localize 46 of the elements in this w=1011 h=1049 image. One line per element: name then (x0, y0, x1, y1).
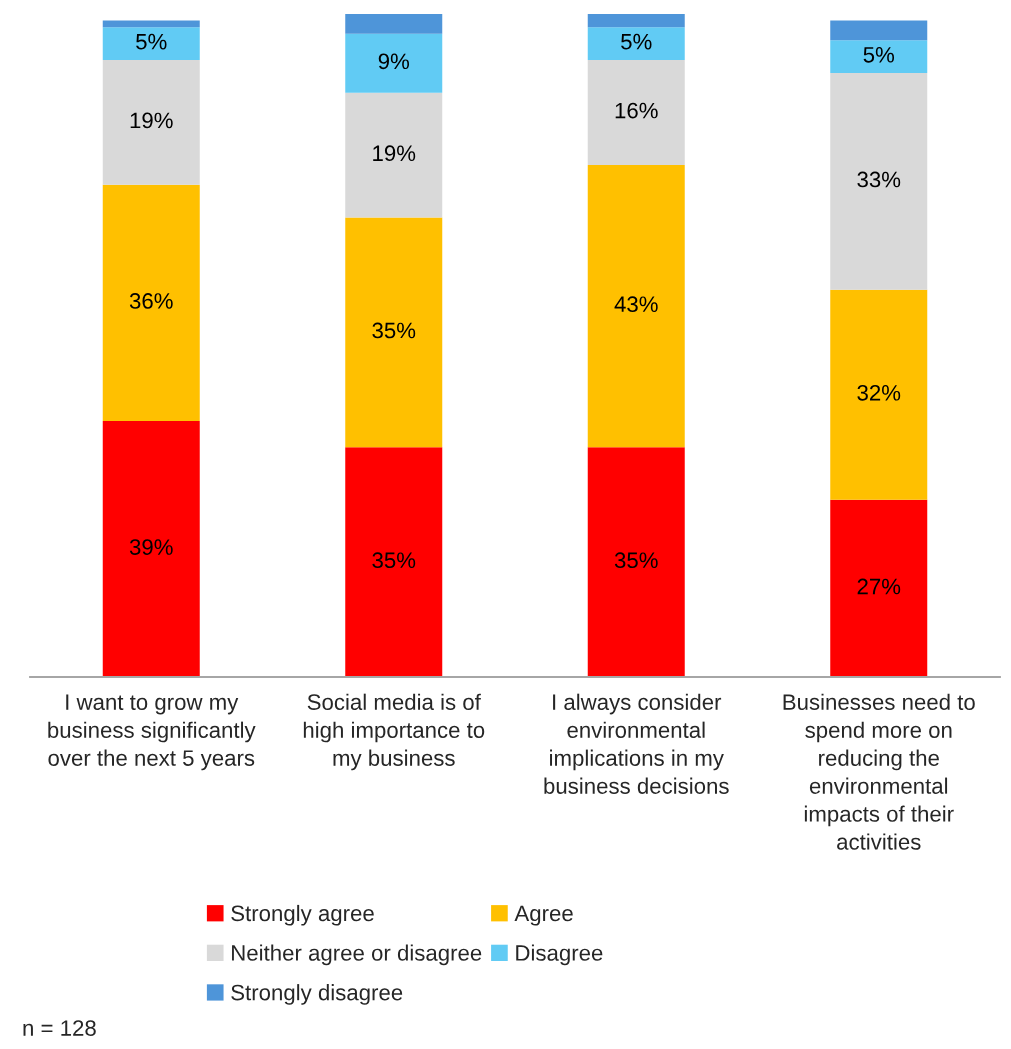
data-label: 9% (378, 53, 410, 70)
bar (830, 40, 928, 74)
legend-label: Neither agree or disagree (232, 944, 482, 966)
x-tick-label: Social media is of high importance to my business (303, 693, 485, 771)
bar (102, 20, 200, 28)
data-label: 35% (372, 552, 416, 569)
bar (830, 289, 928, 500)
data-label: 16% (615, 102, 658, 119)
bar (345, 92, 443, 218)
bar (830, 73, 928, 290)
bar (102, 27, 200, 60)
data-label: 35% (614, 552, 658, 569)
bar (830, 20, 928, 41)
legend-label: Disagree (516, 944, 603, 966)
text: n = 128 (23, 1020, 96, 1036)
bar (345, 447, 443, 677)
data-label: 19% (130, 112, 173, 129)
bar (830, 499, 928, 677)
data-label: 43% (614, 296, 658, 313)
data-label: 32% (857, 384, 901, 401)
data-label: 5% (863, 46, 895, 63)
bar (587, 14, 685, 28)
x-tick-label: I always consider environmental implications in my business decisions (544, 693, 729, 794)
data-label: 33% (857, 171, 901, 188)
bar (102, 59, 200, 185)
bar (345, 217, 443, 448)
data-label: 5% (136, 33, 167, 50)
bar (587, 164, 685, 448)
bar (102, 184, 200, 421)
legend-label: Agree (514, 905, 573, 926)
x-tick-label: I want to grow my business significantly over the next 5 years (48, 694, 256, 771)
data-label: 5% (621, 33, 652, 50)
bar (587, 27, 685, 60)
legend-label: Strongly disagree (231, 984, 403, 1005)
bar (587, 447, 685, 677)
data-label: 35% (372, 322, 416, 339)
data-label: 36% (129, 293, 173, 309)
legend-label: Strongly agree (231, 904, 374, 926)
bar (102, 420, 200, 677)
bar (345, 14, 443, 34)
data-label: 27% (857, 578, 901, 595)
data-label: 19% (373, 145, 416, 162)
x-tick-label: Businesses need to spend more on reducing the environmental impacts of their activities (783, 693, 975, 850)
bar (345, 33, 443, 93)
bar (587, 59, 685, 165)
data-label: 39% (129, 539, 173, 555)
